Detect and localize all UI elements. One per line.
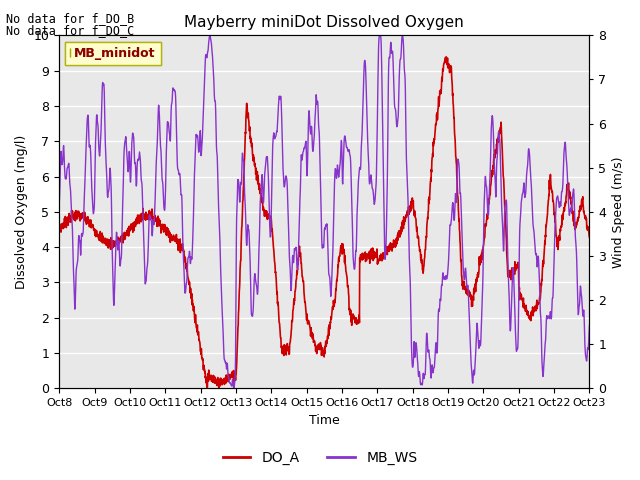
Legend: MB_minidot: MB_minidot bbox=[65, 42, 161, 65]
Text: No data for f_DO_C: No data for f_DO_C bbox=[6, 24, 134, 37]
Title: Mayberry miniDot Dissolved Oxygen: Mayberry miniDot Dissolved Oxygen bbox=[184, 15, 464, 30]
Text: No data for f_DO_B: No data for f_DO_B bbox=[6, 12, 134, 25]
X-axis label: Time: Time bbox=[309, 414, 340, 427]
Y-axis label: Dissolved Oxygen (mg/l): Dissolved Oxygen (mg/l) bbox=[15, 135, 28, 289]
Legend: DO_A, MB_WS: DO_A, MB_WS bbox=[217, 445, 423, 471]
Y-axis label: Wind Speed (m/s): Wind Speed (m/s) bbox=[612, 156, 625, 267]
